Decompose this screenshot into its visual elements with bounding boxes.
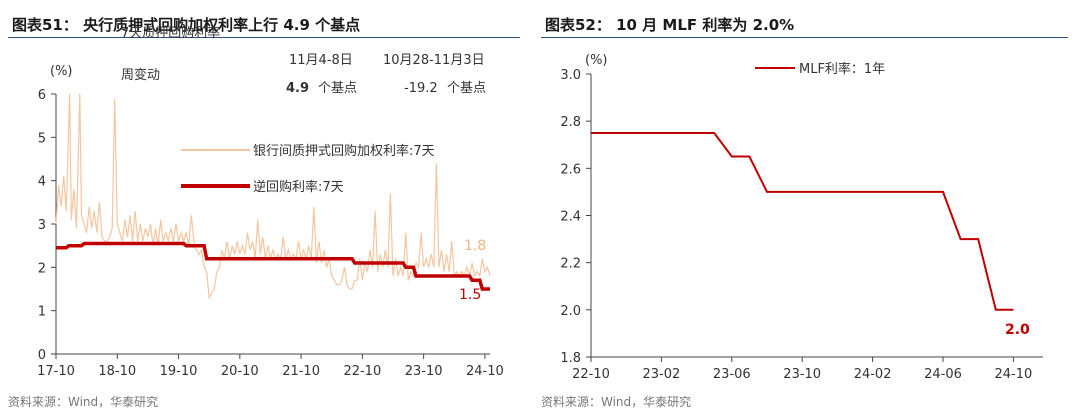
- legend-label-repo-7d: 银行间质押式回购加权利率:7天: [253, 143, 435, 159]
- left-x-tick-label: 22-10: [343, 364, 381, 379]
- annotation-col2-value: -19.2: [404, 81, 438, 96]
- left-x-tick-label: 18-10: [98, 364, 136, 379]
- end-label-reverse-repo-7d: 1.5: [459, 287, 481, 303]
- annotation-header-label: 7天质押回购利率: [121, 25, 220, 41]
- right-series-line-0: [591, 132, 1014, 311]
- right-y-tick-label: 2.8: [560, 115, 581, 130]
- left-title-rule: [8, 37, 520, 38]
- end-label-repo-7d: 1.8: [464, 238, 486, 254]
- right-y-tick-label: 2.6: [560, 162, 581, 177]
- annotation-col2-unit: 个基点: [447, 81, 486, 96]
- right-x-tick-label: 24-10: [995, 367, 1033, 382]
- left-y-unit-label: (%): [50, 64, 73, 79]
- legend-label-mlf-1y: MLF利率：1年: [799, 61, 885, 77]
- left-x-tick-label: 23-10: [405, 364, 443, 379]
- annotation-col2-header: 10月28-11月3日: [383, 53, 485, 68]
- end-label-mlf-1y: 2.0: [1005, 322, 1030, 338]
- left-chart-panel: 图表51： 央行质押式回购加权利率上行 4.9 个基点 (%) 0 1 2 3 4 5 6 …: [0, 0, 527, 419]
- left-y-tick-label: 0: [38, 348, 46, 363]
- left-y-tick-label: 6: [38, 88, 46, 103]
- right-source-note: 资料来源：Wind，华泰研究: [541, 395, 692, 409]
- left-x-tick-label: 17-10: [37, 364, 75, 379]
- left-y-tick-label: 3: [38, 218, 46, 233]
- right-x-tick-label: 22-10: [572, 367, 610, 382]
- right-chart-title: 图表52： 10 月 MLF 利率为 2.0%: [545, 16, 795, 34]
- right-x-tick-label: 23-10: [783, 367, 821, 382]
- right-y-tick-label: 3.0: [560, 68, 581, 83]
- right-x-tick-label: 24-02: [854, 367, 892, 382]
- right-title-rule: [541, 37, 1068, 38]
- legend-label-reverse-repo-7d: 逆回购利率:7天: [253, 179, 344, 195]
- left-y-tick-label: 4: [38, 175, 46, 190]
- annotation-col1-value: 4.9: [286, 81, 309, 96]
- annotation-col1-unit: 个基点: [318, 81, 357, 96]
- annotation-col1-header: 11月4-8日: [289, 53, 353, 68]
- left-x-tick-label: 20-10: [221, 364, 259, 379]
- annotation-header-label2: 周变动: [121, 67, 160, 83]
- right-y-tick-label: 2.2: [560, 257, 581, 272]
- left-x-tick-label: 24-10: [466, 364, 504, 379]
- left-y-tick-label: 5: [38, 131, 46, 146]
- right-chart: (%) 1.8 2.0 2.2 2.4 2.6 2.8 3.0 22-10 23-02 23-0…: [560, 53, 1043, 382]
- left-series-line-0: [55, 93, 491, 300]
- left-x-tick-label: 21-10: [282, 364, 320, 379]
- right-x-tick-label: 24-06: [924, 367, 962, 382]
- left-source-note: 资料来源：Wind，华泰研究: [8, 395, 159, 409]
- right-y-tick-label: 1.8: [560, 351, 581, 366]
- right-chart-panel: 图表52： 10 月 MLF 利率为 2.0% (%) 1.8 2.0 2.2 2.4…: [533, 0, 1080, 419]
- right-y-tick-label: 2.4: [560, 210, 581, 225]
- left-y-tick-label: 1: [38, 305, 46, 320]
- right-y-tick-label: 2.0: [560, 304, 581, 319]
- left-y-tick-label: 2: [38, 261, 46, 276]
- left-series-line-1: [56, 241, 490, 291]
- left-chart: (%) 0 1 2 3 4 5 6 17-10 18-10 19-10 20-10 21-10 22-…: [37, 25, 504, 379]
- left-x-tick-label: 19-10: [160, 364, 198, 379]
- left-chart-title: 图表51： 央行质押式回购加权利率上行 4.9 个基点: [12, 16, 361, 34]
- right-y-unit-label: (%): [585, 53, 608, 68]
- right-x-tick-label: 23-06: [713, 367, 751, 382]
- right-x-tick-label: 23-02: [643, 367, 681, 382]
